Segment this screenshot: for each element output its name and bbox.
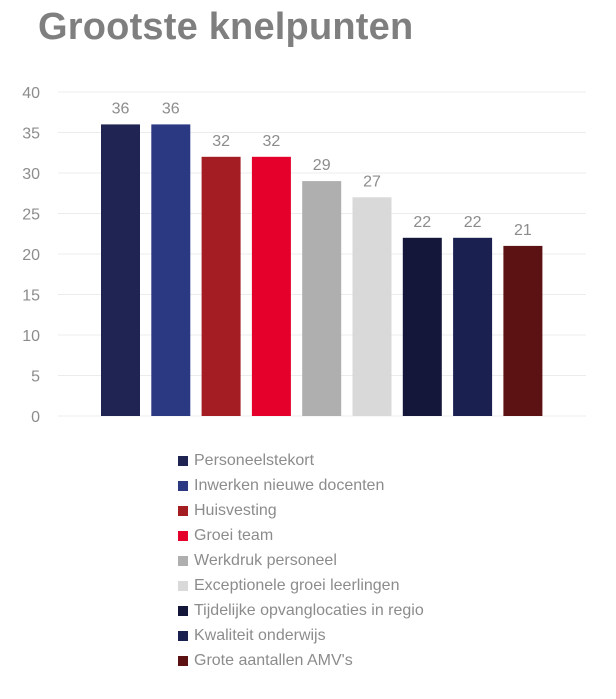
- legend-label: Exceptionele groei leerlingen: [194, 576, 400, 594]
- bar-data-label: 27: [363, 173, 381, 190]
- legend-label: Inwerken nieuwe docenten: [194, 476, 385, 494]
- y-axis: 0 5 10 15 20 25 30 35 40: [22, 85, 40, 426]
- bar: [352, 197, 392, 416]
- legend-label: Huisvesting: [194, 501, 277, 519]
- legend-item: Kwaliteit onderwijs: [178, 623, 424, 648]
- y-tick-label: 40: [22, 85, 40, 102]
- legend-swatch: [178, 455, 188, 466]
- legend-label: Tijdelijke opvanglocaties in regio: [194, 601, 424, 619]
- y-tick-label: 25: [22, 207, 40, 224]
- bar-data-label: 36: [112, 100, 130, 117]
- legend-item: Personeelstekort: [178, 448, 424, 473]
- legend-swatch: [178, 580, 188, 591]
- bar-data-label: 32: [263, 133, 281, 150]
- y-tick-label: 20: [22, 247, 40, 264]
- bar: [302, 181, 342, 416]
- bar-data-label: 36: [162, 100, 180, 117]
- data-labels: 36 36 32 32 29 27 22 22 21: [112, 100, 532, 239]
- bar: [402, 237, 442, 416]
- y-tick-label: 35: [22, 126, 40, 143]
- bar: [251, 156, 291, 417]
- legend-swatch: [178, 480, 188, 491]
- bar: [201, 156, 241, 417]
- legend-label: Grote aantallen AMV's: [194, 651, 353, 669]
- legend-swatch: [178, 555, 188, 566]
- bar-chart: 0 5 10 15 20 25 30 35 40 36 36 32 32 29 27 22 22 21: [22, 85, 586, 426]
- bar: [503, 245, 543, 416]
- legend-item: Grote aantallen AMV's: [178, 648, 424, 673]
- y-tick-label: 15: [22, 288, 40, 305]
- legend-swatch: [178, 605, 188, 616]
- y-tick-label: 30: [22, 166, 40, 183]
- bar-data-label: 29: [313, 157, 331, 174]
- bar-data-label: 21: [514, 222, 532, 239]
- bar-data-label: 22: [413, 214, 431, 231]
- y-tick-label: 10: [22, 328, 40, 345]
- bar-data-label: 22: [464, 214, 482, 231]
- legend-swatch: [178, 655, 188, 666]
- bar: [453, 237, 493, 416]
- y-tick-label: 5: [31, 369, 40, 386]
- legend-label: Werkdruk personeel: [194, 551, 337, 569]
- legend-label: Kwaliteit onderwijs: [194, 626, 326, 644]
- y-tick-label: 0: [31, 409, 40, 426]
- legend-swatch: [178, 505, 188, 516]
- bar: [151, 124, 191, 417]
- legend-item: Inwerken nieuwe docenten: [178, 473, 424, 498]
- legend-item: Huisvesting: [178, 498, 424, 523]
- bars: [101, 124, 543, 417]
- legend: Personeelstekort Inwerken nieuwe docenten…: [178, 448, 424, 673]
- legend-item: Werkdruk personeel: [178, 548, 424, 573]
- legend-swatch: [178, 630, 188, 641]
- bar: [101, 124, 140, 417]
- chart-title: Grootste knelpunten: [38, 6, 414, 48]
- legend-item: Tijdelijke opvanglocaties in regio: [178, 598, 424, 623]
- legend-item: Exceptionele groei leerlingen: [178, 573, 424, 598]
- legend-item: Groei team: [178, 523, 424, 548]
- legend-label: Groei team: [194, 526, 274, 544]
- legend-swatch: [178, 530, 188, 541]
- bar-data-label: 32: [212, 133, 230, 150]
- legend-label: Personeelstekort: [194, 451, 315, 469]
